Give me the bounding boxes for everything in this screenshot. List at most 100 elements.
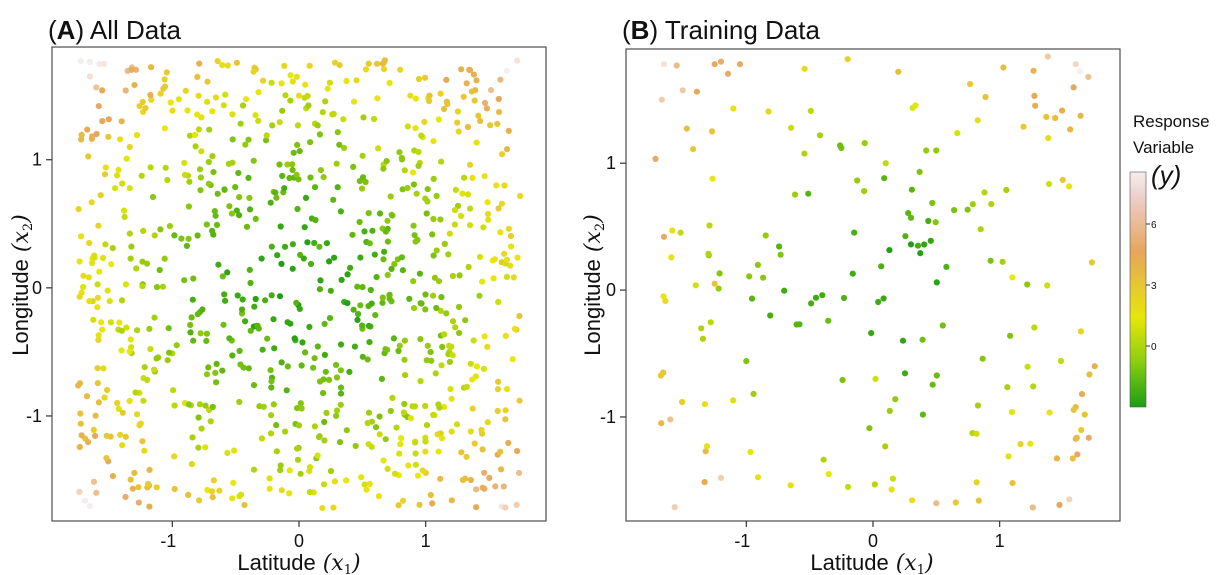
panel-a-point-652 xyxy=(229,136,236,143)
panel-a-point-213 xyxy=(323,240,330,247)
panel-a-point-360 xyxy=(268,412,275,419)
legend-tick-label-0: 0 xyxy=(1151,342,1157,353)
panel-a-point-418 xyxy=(365,409,373,416)
panel-a-point-683 xyxy=(497,229,504,236)
panel-a-point-817 xyxy=(96,268,103,275)
panel-a-point-190 xyxy=(272,189,279,196)
panel-a-point-587 xyxy=(468,88,475,95)
panel-b-point-83 xyxy=(927,237,934,244)
panel-a-point-378 xyxy=(83,393,91,400)
panel-a-point-474 xyxy=(133,132,141,139)
panel-b-point-183 xyxy=(939,322,946,329)
panel-a-point-412 xyxy=(498,200,505,207)
panel-a-point-62 xyxy=(462,317,469,324)
panel-a-point-665 xyxy=(393,424,400,431)
panel-a-x-tick-label-1: 1 xyxy=(421,531,431,551)
panel-a-point-42 xyxy=(118,347,125,354)
panel-a-point-274 xyxy=(449,352,456,359)
panel-a-point-502 xyxy=(404,123,411,130)
panel-b-point-20 xyxy=(743,358,750,365)
panel-a-point-563 xyxy=(320,481,328,488)
panel-a-point-13 xyxy=(384,271,391,279)
panel-a-point-303 xyxy=(509,356,516,363)
panel-a-point-25 xyxy=(322,98,329,105)
panel-a-point-536 xyxy=(448,395,455,402)
panel-b-point-120 xyxy=(880,295,887,302)
panel-b-point-103 xyxy=(929,199,936,207)
legend-tick-label-3: 3 xyxy=(1151,281,1157,292)
panel-a-point-516 xyxy=(127,476,134,483)
panel-a-point-221 xyxy=(233,207,240,214)
panel-a-point-211 xyxy=(415,75,423,83)
panel-a-point-411 xyxy=(76,293,83,300)
panel-a-point-499 xyxy=(103,455,110,462)
panel-a-point-547 xyxy=(85,153,92,160)
panel-a-ticks: -1 0 1 -1 0 1 xyxy=(26,150,431,551)
panel-a-point-785 xyxy=(224,62,231,69)
panel-a-point-544 xyxy=(484,210,492,218)
panel-a-point-684 xyxy=(431,274,438,281)
panel-b-point-147 xyxy=(839,376,846,384)
panel-a-point-585 xyxy=(214,58,221,65)
panel-a-point-510 xyxy=(398,435,405,442)
panel-a-point-812 xyxy=(489,257,496,264)
panel-a-point-6 xyxy=(93,489,100,496)
panel-a-point-806 xyxy=(361,228,368,235)
panel-a-point-868 xyxy=(241,501,248,509)
panel-a-point-714 xyxy=(391,261,398,268)
panel-a-point-456 xyxy=(438,294,445,301)
panel-a-point-338 xyxy=(204,98,211,105)
panel-a-point-447 xyxy=(333,412,340,419)
panel-a-point-809 xyxy=(95,399,102,406)
panel-b-point-192 xyxy=(658,420,665,427)
panel-a-point-314 xyxy=(388,265,395,272)
panel-a-point-464 xyxy=(321,320,328,327)
panel-b-point-50 xyxy=(1008,409,1016,416)
panel-b-point-22 xyxy=(977,226,984,233)
panel-a-point-449 xyxy=(501,250,508,257)
panel-a-point-311 xyxy=(467,360,474,367)
panel-a-point-222 xyxy=(90,316,97,323)
panel-a-point-647 xyxy=(109,473,116,480)
panel-a-point-171 xyxy=(289,241,296,248)
panel-a-point-457 xyxy=(481,469,488,476)
panel-a-point-560 xyxy=(382,228,389,235)
panel-a-point-748 xyxy=(320,174,327,181)
panel-b-point-79 xyxy=(975,497,982,504)
panel-a-point-583 xyxy=(319,109,326,116)
panel-a-point-283 xyxy=(321,351,328,358)
panel-a-point-4 xyxy=(118,118,125,125)
panel-a-point-448 xyxy=(455,128,462,135)
panel-b-point-85 xyxy=(702,448,709,455)
panel-b-ticks: -1 0 1 -1 0 1 xyxy=(600,153,1005,551)
panel-b-point-105 xyxy=(1074,451,1081,458)
panel-a-point-332 xyxy=(239,102,247,109)
panel-a-point-383 xyxy=(95,103,102,110)
panel-a-point-275 xyxy=(464,123,471,131)
panel-a-point-696 xyxy=(151,232,158,239)
panel-a-point-344 xyxy=(94,380,101,387)
panel-a-point-738 xyxy=(495,378,502,385)
panel-a-point-166 xyxy=(284,363,291,370)
panel-a-point-579 xyxy=(236,194,243,201)
panel-a-point-768 xyxy=(196,166,204,173)
panel-a-point-292 xyxy=(430,411,437,418)
panel-a-point-315 xyxy=(129,485,136,492)
panel-a-point-685 xyxy=(366,480,373,488)
panel-a-point-356 xyxy=(395,347,402,355)
panel-a-point-568 xyxy=(329,111,336,118)
panel-a-point-687 xyxy=(224,449,231,456)
panel-b-point-185 xyxy=(882,443,889,450)
panel-a-point-85 xyxy=(267,430,275,437)
panel-a-point-403 xyxy=(118,327,125,334)
panel-a-x-tick-label--1: -1 xyxy=(160,531,176,551)
panel-a-point-771 xyxy=(112,185,119,192)
panel-a-point-832 xyxy=(437,90,444,97)
panel-a-point-635 xyxy=(501,182,508,189)
panel-b-point-81 xyxy=(777,251,784,258)
panel-a-point-425 xyxy=(287,97,294,104)
panel-a-point-873 xyxy=(229,159,236,166)
panel-a-point-892 xyxy=(401,337,408,344)
panel-a-point-886 xyxy=(434,431,441,438)
panel-a-point-543 xyxy=(101,394,108,401)
